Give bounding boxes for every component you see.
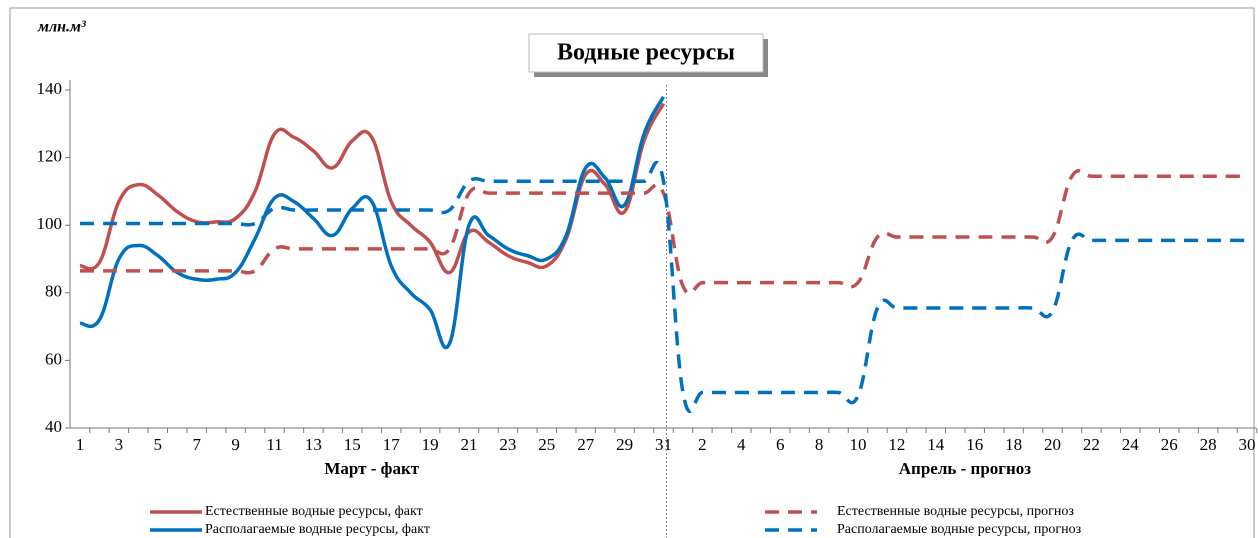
x-tick-label: 1: [76, 435, 85, 454]
x-tick-label: 20: [1044, 435, 1061, 454]
x-tick-label: 19: [422, 435, 439, 454]
x-tick-label: 23: [499, 435, 516, 454]
x-tick-label: 7: [192, 435, 201, 454]
y-tick-label: 80: [45, 282, 62, 301]
y-tick-label: 60: [45, 349, 62, 368]
group-label: Апрель - прогноз: [899, 459, 1032, 478]
x-tick-label: 18: [1005, 435, 1022, 454]
x-tick-label: 24: [1122, 435, 1140, 454]
x-tick-label: 4: [737, 435, 746, 454]
y-tick-label: 100: [37, 214, 63, 233]
x-tick-label: 10: [850, 435, 867, 454]
y-tick-label: 120: [37, 147, 63, 166]
y-axis-label: млн.м³: [37, 19, 86, 36]
legend-label: Располагаемые водные ресурсы, прогноз: [837, 522, 1082, 537]
x-tick-label: 6: [776, 435, 785, 454]
x-tick-label: 21: [461, 435, 478, 454]
x-tick-label: 8: [815, 435, 824, 454]
x-tick-label: 26: [1161, 435, 1178, 454]
chart-title: Водные ресурсы: [557, 40, 735, 66]
x-tick-label: 12: [888, 435, 905, 454]
x-tick-label: 28: [1200, 435, 1217, 454]
title-box: [528, 33, 764, 73]
x-tick-label: 31: [655, 435, 672, 454]
legend-label: Естественные водные ресурсы, факт: [205, 504, 423, 519]
legend-label: Естественные водные ресурсы, прогноз: [837, 504, 1074, 519]
x-tick-label: 27: [577, 435, 595, 454]
x-tick-label: 14: [927, 435, 945, 454]
y-tick-label: 40: [45, 417, 62, 436]
x-tick-label: 25: [538, 435, 555, 454]
x-tick-label: 30: [1239, 435, 1256, 454]
y-tick-label: 140: [37, 79, 63, 98]
x-tick-label: 5: [154, 435, 163, 454]
x-tick-label: 11: [266, 435, 282, 454]
x-tick-label: 9: [231, 435, 240, 454]
x-tick-label: 15: [344, 435, 361, 454]
frame: [9, 7, 1255, 538]
group-label: Март - факт: [324, 459, 419, 478]
x-tick-label: 17: [383, 435, 401, 454]
x-tick-label: 3: [115, 435, 124, 454]
x-tick-label: 29: [616, 435, 633, 454]
legend-label: Располагаемые водные ресурсы, факт: [205, 522, 430, 537]
x-tick-label: 16: [966, 435, 983, 454]
series-line: [80, 160, 1247, 413]
x-tick-label: 13: [305, 435, 322, 454]
x-tick-label: 2: [698, 435, 707, 454]
x-tick-label: 22: [1083, 435, 1100, 454]
